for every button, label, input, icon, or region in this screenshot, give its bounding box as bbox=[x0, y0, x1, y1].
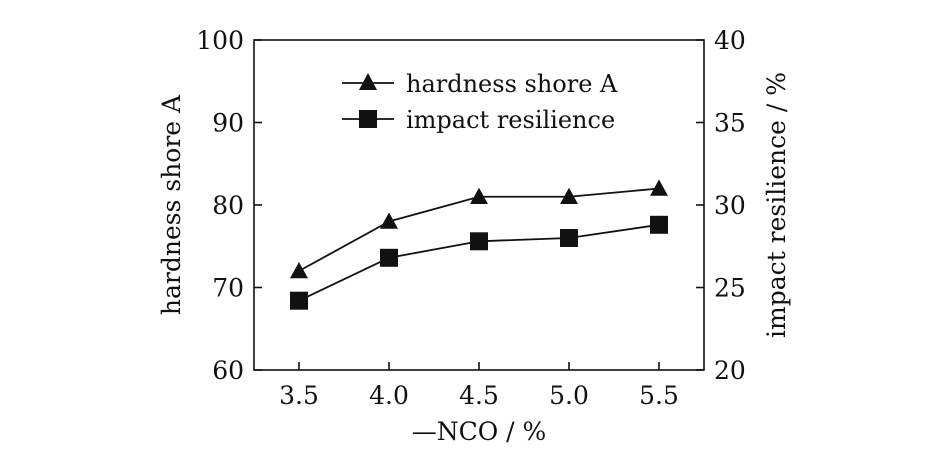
data-point-square bbox=[470, 232, 488, 251]
right-y-tick-label: 30 bbox=[714, 191, 746, 220]
right-y-tick-label: 20 bbox=[714, 356, 746, 385]
x-tick-label: 5.0 bbox=[549, 381, 589, 410]
series-layer bbox=[290, 179, 668, 310]
data-point-square bbox=[380, 248, 398, 267]
x-tick-label: 4.5 bbox=[459, 381, 499, 410]
left-y-tick-label: 90 bbox=[212, 109, 244, 138]
data-point-triangle bbox=[650, 179, 668, 196]
left-y-tick-label: 60 bbox=[212, 356, 244, 385]
x-axis: 3.5 4.0 4.5 5.0 5.5 bbox=[279, 362, 679, 410]
left-y-tick-label: 100 bbox=[196, 26, 244, 55]
left-y-tick-label: 70 bbox=[212, 274, 244, 303]
data-point-triangle bbox=[290, 262, 308, 279]
right-y-axis-title: impact resilience / % bbox=[762, 72, 791, 338]
right-y-tick-label: 35 bbox=[714, 109, 746, 138]
left-y-axis: 60 70 80 90 100 bbox=[196, 26, 262, 385]
data-point-triangle bbox=[560, 187, 578, 204]
x-tick-label: 5.5 bbox=[639, 381, 679, 410]
x-axis-title: —NCO / % bbox=[412, 417, 547, 446]
right-y-axis: 20 25 30 35 40 bbox=[696, 26, 746, 385]
data-point-triangle bbox=[470, 187, 488, 204]
right-y-tick-label: 40 bbox=[714, 26, 746, 55]
legend-triangle-marker bbox=[359, 73, 377, 90]
x-tick-label: 4.0 bbox=[369, 381, 409, 410]
left-y-tick-label: 80 bbox=[212, 191, 244, 220]
data-point-triangle bbox=[380, 212, 398, 229]
left-y-axis-title: hardness shore A bbox=[157, 94, 186, 315]
data-point-square bbox=[560, 229, 578, 247]
legend: hardness shore A impact resilience bbox=[342, 70, 618, 134]
legend-label-hardness: hardness shore A bbox=[406, 70, 618, 98]
data-point-square bbox=[290, 291, 308, 310]
x-tick-label: 3.5 bbox=[279, 381, 319, 410]
legend-square-marker bbox=[359, 110, 377, 128]
right-y-tick-label: 25 bbox=[714, 274, 746, 303]
legend-label-resilience: impact resilience bbox=[406, 106, 615, 134]
data-point-square bbox=[650, 215, 668, 234]
